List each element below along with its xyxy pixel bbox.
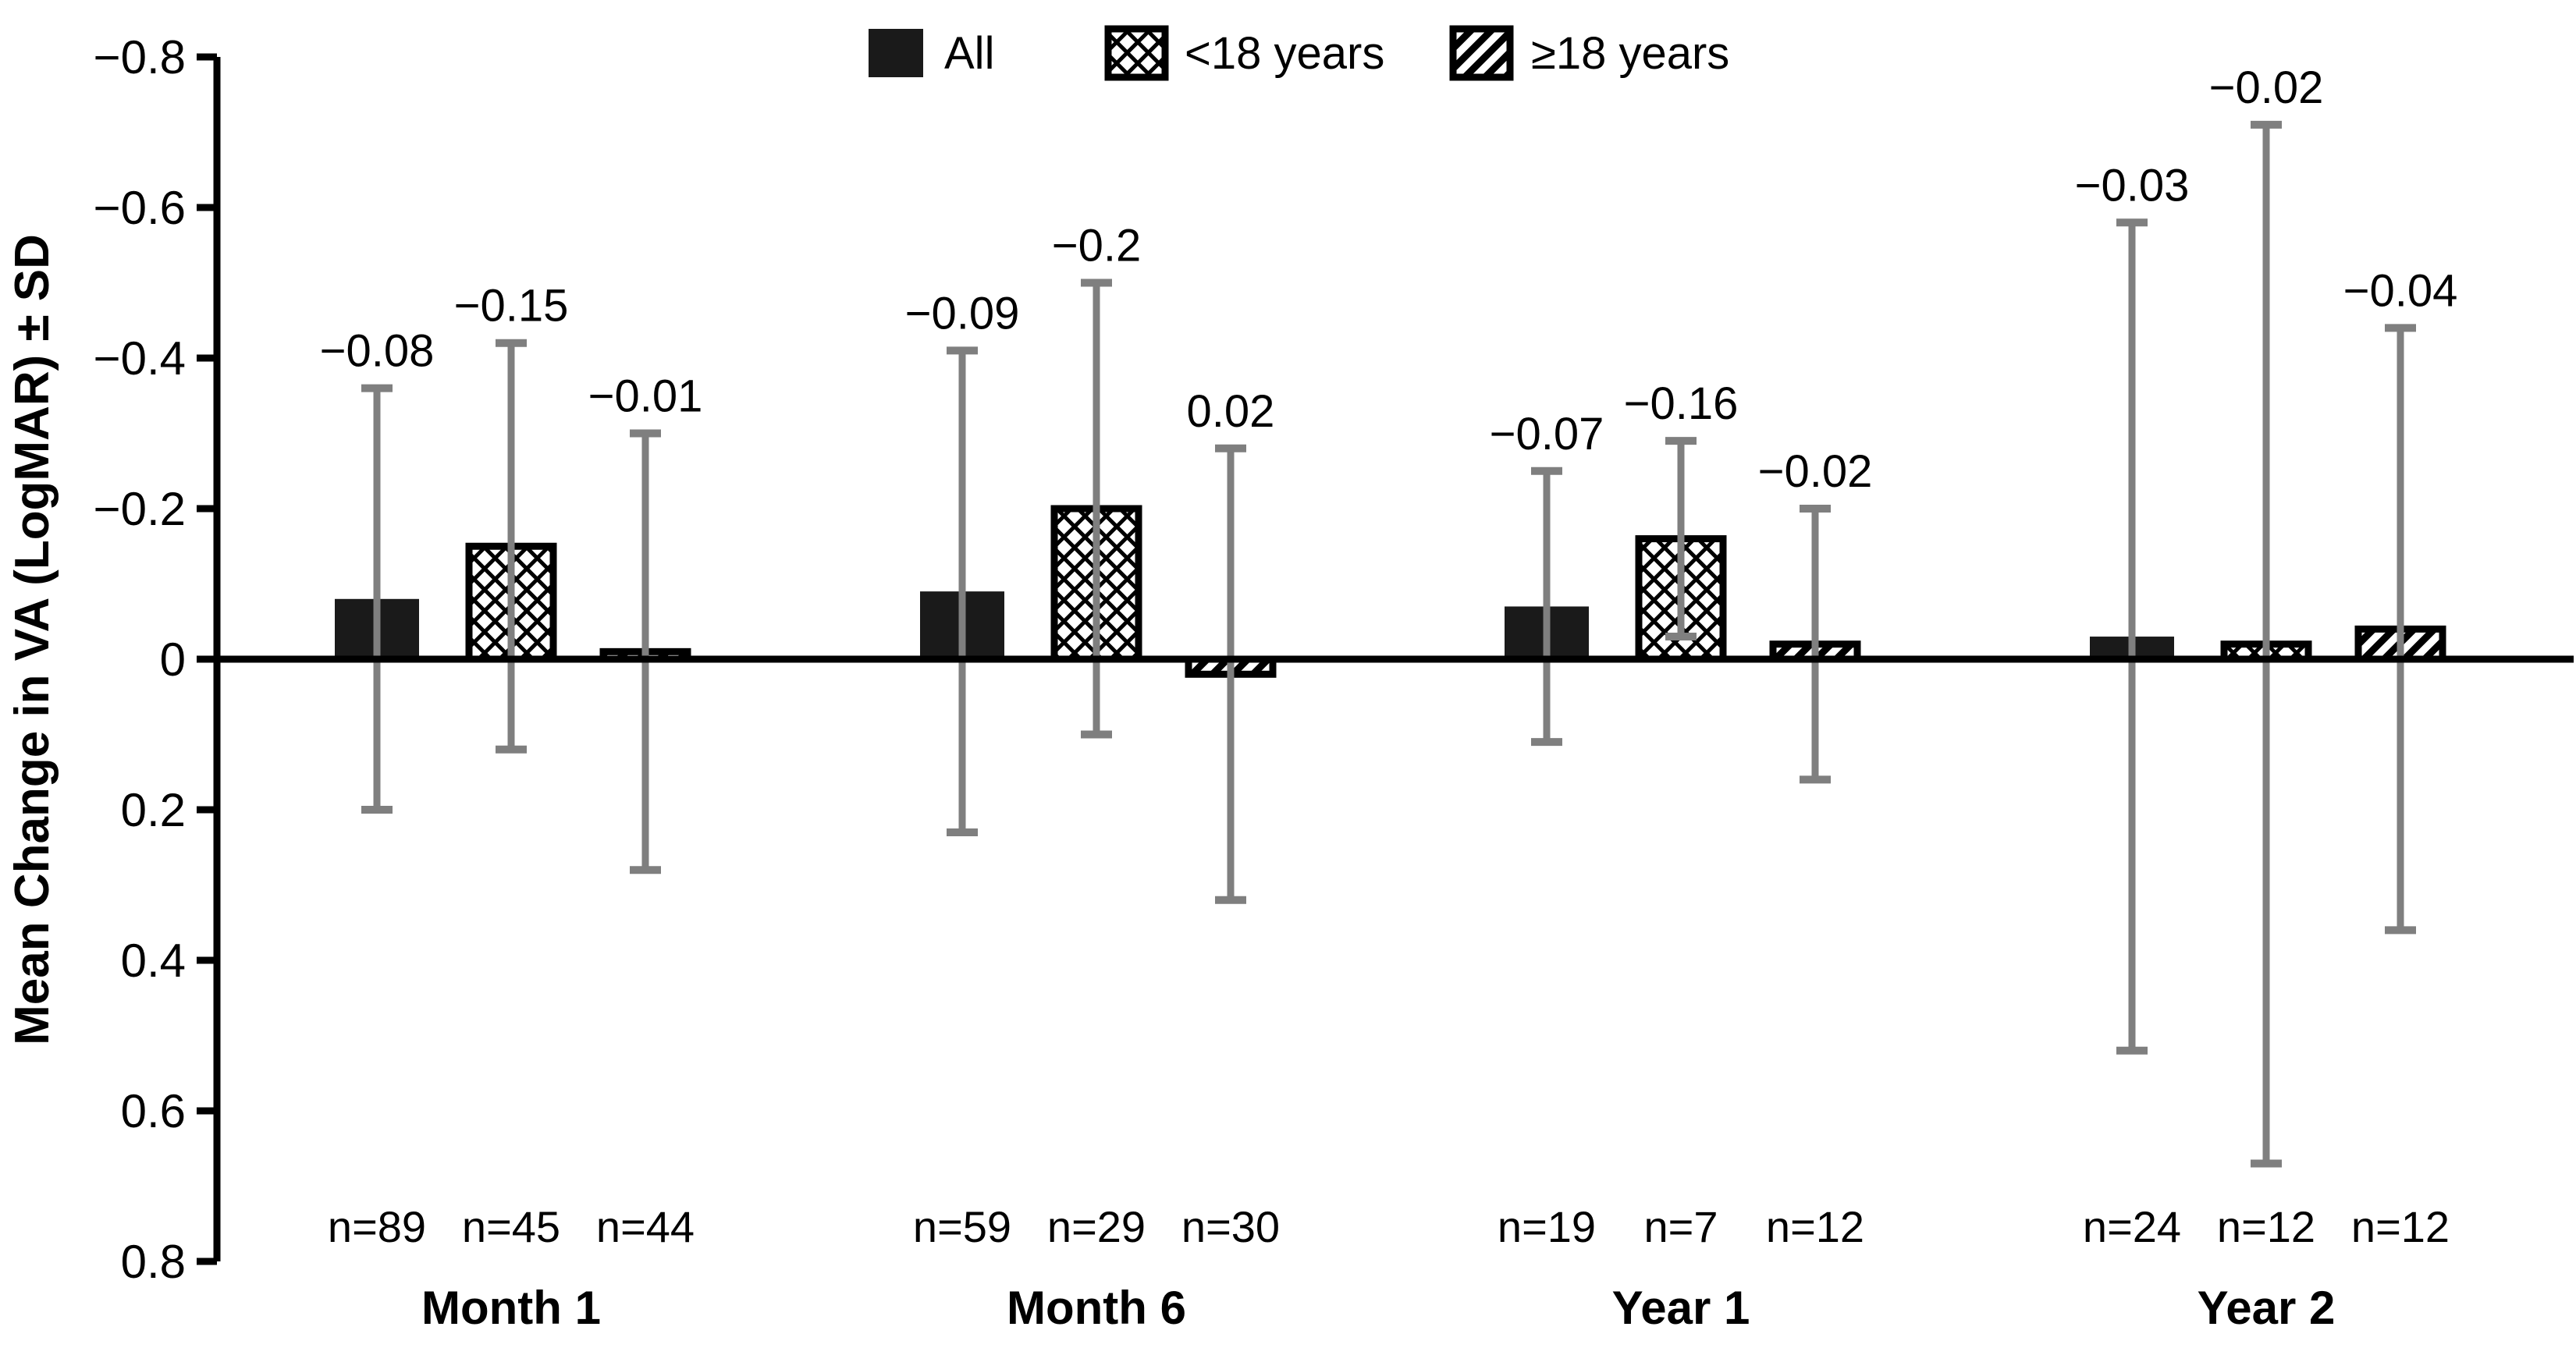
y-axis-tick-label: 0.2 bbox=[121, 784, 186, 836]
x-category-label: Year 1 bbox=[1612, 1282, 1750, 1334]
n-count-label: n=24 bbox=[2083, 1202, 2181, 1251]
n-count-label: n=30 bbox=[1181, 1202, 1280, 1251]
bar-value-label: −0.01 bbox=[588, 371, 703, 422]
y-axis-tick-label: −0.4 bbox=[94, 332, 186, 385]
y-axis-title: Mean Change in VA (LogMAR) ± SD bbox=[5, 234, 59, 1045]
x-category-label: Month 6 bbox=[1007, 1282, 1186, 1334]
n-count-label: n=12 bbox=[2351, 1202, 2450, 1251]
bar-value-label: 0.02 bbox=[1187, 386, 1275, 437]
y-axis-tick-label: −0.6 bbox=[94, 182, 186, 234]
bar-value-label: −0.16 bbox=[1624, 378, 1739, 429]
bar-value-label: −0.15 bbox=[454, 281, 569, 332]
error-bars-layer bbox=[361, 120, 2416, 1168]
legend-label: <18 years bbox=[1185, 28, 1384, 79]
bar-value-label: −0.02 bbox=[2209, 62, 2324, 113]
y-axis-tick-label: 0.8 bbox=[121, 1236, 186, 1288]
x-category-label: Month 1 bbox=[421, 1282, 601, 1334]
n-count-label: n=89 bbox=[328, 1202, 426, 1251]
n-count-label: n=12 bbox=[1766, 1202, 1864, 1251]
y-axis-tick-label: −0.8 bbox=[94, 31, 186, 83]
x-category-label: Year 2 bbox=[2198, 1282, 2336, 1334]
legend-swatch-diagonal bbox=[1449, 25, 1514, 81]
n-count-label: n=44 bbox=[596, 1202, 695, 1251]
legend-swatch-solid bbox=[869, 29, 923, 77]
legend-swatch-crosshatch bbox=[1104, 25, 1169, 81]
y-axis-tick-label: −0.2 bbox=[94, 483, 186, 535]
y-axis-tick-label: 0.4 bbox=[121, 935, 186, 987]
n-count-label: n=45 bbox=[462, 1202, 560, 1251]
y-axis-tick-label: 0 bbox=[160, 633, 186, 686]
n-count-label: n=29 bbox=[1047, 1202, 1146, 1251]
n-count-label: n=7 bbox=[1644, 1202, 1718, 1251]
n-count-label: n=12 bbox=[2217, 1202, 2315, 1251]
bar-value-label: −0.03 bbox=[2075, 160, 2190, 211]
legend-item-solid: All bbox=[869, 28, 994, 79]
bars-layer bbox=[335, 505, 2446, 678]
bar-value-label: −0.04 bbox=[2343, 265, 2458, 316]
legend-item-diagonal: ≥18 years bbox=[1449, 25, 1729, 81]
y-axis-tick-label: 0.6 bbox=[121, 1085, 186, 1137]
bar-value-label: −0.08 bbox=[320, 326, 435, 377]
legend-item-crosshatch: <18 years bbox=[1104, 25, 1384, 81]
n-count-label: n=59 bbox=[913, 1202, 1011, 1251]
legend-layer: All <18 years ≥18 years bbox=[869, 25, 1729, 81]
bar-value-label: −0.07 bbox=[1490, 409, 1604, 459]
axis-layer: −0.8 −0.6 −0.4 −0.2 0 0.2 0.4 0.6 0.8 Mean Change… bbox=[5, 31, 221, 1288]
bar-value-label: −0.09 bbox=[905, 288, 1020, 339]
bar-value-label: −0.2 bbox=[1052, 221, 1142, 271]
legend-label: All bbox=[944, 28, 994, 79]
bar-value-label: −0.02 bbox=[1758, 446, 1873, 497]
labels-layer: −0.08 n=89 −0.15 n=45 −0.01 n=44 Month 1 −0.09 n… bbox=[320, 62, 2458, 1334]
legend-label: ≥18 years bbox=[1531, 28, 1729, 79]
n-count-label: n=19 bbox=[1498, 1202, 1596, 1251]
